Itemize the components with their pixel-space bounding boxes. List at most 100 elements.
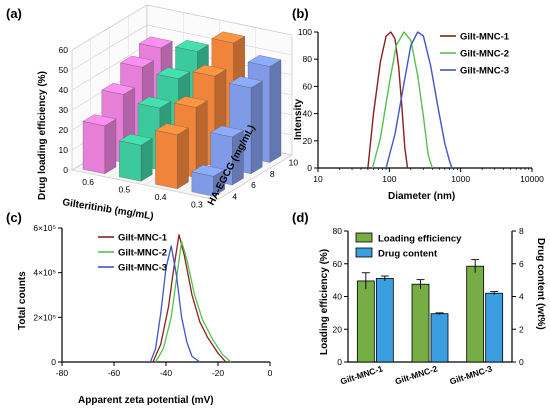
z-tick-label: 20 bbox=[59, 125, 69, 135]
bar-top-face bbox=[247, 55, 282, 67]
y-tick-label: 60 bbox=[333, 259, 343, 269]
y-tick-label: 40 bbox=[303, 109, 313, 119]
x-tick-label: Gilt-MNC-2 bbox=[394, 363, 439, 386]
chart-b-ylabel: Intensity bbox=[293, 98, 304, 140]
bar-drug-content bbox=[485, 292, 504, 363]
series-line bbox=[371, 31, 433, 169]
x-tick-label: -80 bbox=[56, 368, 69, 378]
bar-top-face bbox=[175, 40, 209, 52]
legend-label: Loading efficiency bbox=[378, 234, 462, 245]
chart-a-xlabel: Gilteritinib (mg/mL) bbox=[62, 197, 155, 222]
y-tick-label: 80 bbox=[333, 226, 343, 236]
bar-top-face bbox=[173, 96, 208, 108]
chart-c-legend: Gilt-MNC-1 Gilt-MNC-2 Gilt-MNC-3 bbox=[98, 233, 168, 274]
chart-b-xlabel: Diameter (nm) bbox=[388, 191, 455, 202]
legend-label: Gilt-MNC-1 bbox=[460, 32, 510, 43]
x-tick-label: 1000 bbox=[451, 174, 470, 184]
chart-c: -80 -60 -40 -20 0 0 2×10⁵ 4×10⁵ 6×10⁵ Gilt-MNC-1… bbox=[17, 223, 273, 406]
y-tick-label: 4×10⁵ bbox=[33, 268, 56, 278]
chart-d-y2label: Drug content (wt%) bbox=[535, 238, 546, 330]
x-tick-label: 0.5 bbox=[118, 184, 130, 194]
series-line bbox=[385, 31, 453, 169]
chart-d-legend: Loading efficiency Drug content bbox=[355, 232, 462, 260]
y-tick-label: 60 bbox=[303, 81, 313, 91]
chart-c-xlabel: Apparent zeta potential (mV) bbox=[78, 395, 214, 406]
legend-label: Gilt-MNC-1 bbox=[118, 233, 168, 244]
series-line bbox=[367, 31, 409, 169]
legend-label: Gilt-MNC-2 bbox=[460, 49, 509, 60]
bar-top-face bbox=[155, 123, 189, 135]
y-tick-label: 8 bbox=[270, 169, 275, 179]
z-tick-label: 60 bbox=[59, 45, 69, 55]
y-tick-label: 20 bbox=[333, 324, 343, 334]
bar-top-face bbox=[228, 76, 263, 88]
chart-a-ticks: 0 10 20 30 40 50 60 0.6 0.5 0.4 0.3 10 8 6 4 bbox=[59, 45, 299, 209]
chart-a-bars bbox=[82, 31, 282, 197]
bar-side-face bbox=[177, 127, 189, 190]
y2-tick-label: 2 bbox=[519, 324, 524, 334]
chart-c-lines bbox=[149, 234, 232, 363]
bar-side-face bbox=[269, 59, 282, 163]
series-line bbox=[155, 240, 232, 363]
bar-3d bbox=[118, 133, 153, 182]
x-tick-label: Gilt-MNC-1 bbox=[339, 363, 384, 386]
series-line bbox=[149, 245, 201, 363]
x-tick-label: 100 bbox=[382, 174, 396, 184]
bar-front-face bbox=[119, 140, 142, 182]
chart-d-bars bbox=[356, 259, 504, 363]
legend-swatch bbox=[355, 232, 373, 243]
bar-3d bbox=[191, 164, 226, 197]
x-tick-label: 0.6 bbox=[82, 177, 94, 187]
z-tick-label: 10 bbox=[59, 145, 69, 155]
bar-loading-efficiency bbox=[466, 265, 485, 363]
z-tick-label: 50 bbox=[59, 65, 69, 75]
chart-c-axes: -80 -60 -40 -20 0 0 2×10⁵ 4×10⁵ 6×10⁵ bbox=[33, 223, 272, 378]
z-tick-label: 0 bbox=[63, 165, 68, 175]
y-tick-label: 6 bbox=[251, 180, 256, 190]
chart-a: 0 10 20 30 40 50 60 0.6 0.5 0.4 0.3 10 8 6 4 Drug load… bbox=[37, 4, 299, 222]
bar-drug-content bbox=[430, 313, 449, 363]
legend-label: Gilt-MNC-2 bbox=[118, 248, 167, 259]
bar-loading-efficiency bbox=[356, 280, 375, 363]
bar-top-face bbox=[101, 83, 136, 95]
x-tick-label: -40 bbox=[160, 368, 173, 378]
x-tick-label: 0 bbox=[268, 368, 273, 378]
y-tick-label: 0 bbox=[51, 357, 56, 367]
y2-tick-label: 6 bbox=[519, 259, 524, 269]
bar-side-face bbox=[104, 118, 117, 175]
y-tick-label: 80 bbox=[303, 54, 313, 64]
y-tick-label: 2×10⁵ bbox=[33, 312, 56, 322]
x-tick-label: -60 bbox=[108, 368, 121, 378]
chart-a-zlabel: Drug loading efficiency (%) bbox=[37, 71, 48, 200]
chart-c-ylabel: Total counts bbox=[17, 271, 28, 330]
y2-tick-label: 4 bbox=[519, 292, 524, 302]
y-tick-label: 40 bbox=[333, 292, 343, 302]
x-tick-label: Gilt-MNC-3 bbox=[448, 363, 493, 386]
bar-top-face bbox=[156, 67, 191, 79]
bar-front-face bbox=[82, 121, 105, 174]
gridline-z bbox=[71, 4, 293, 51]
legend-swatch bbox=[355, 247, 373, 258]
bar-3d bbox=[155, 123, 189, 190]
bar-3d bbox=[82, 114, 117, 175]
panel-label-d: (d) bbox=[292, 210, 309, 225]
bar-top-face bbox=[82, 114, 117, 126]
bar-loading-efficiency bbox=[411, 283, 430, 363]
bar-top-face bbox=[192, 64, 227, 77]
x-tick-label: 0.3 bbox=[191, 199, 203, 209]
bar-top-face bbox=[118, 133, 153, 146]
x-tick-label: -20 bbox=[212, 368, 225, 378]
panel-label-b: (b) bbox=[292, 6, 309, 21]
bar-drug-content bbox=[375, 278, 394, 363]
legend-label: Gilt-MNC-3 bbox=[460, 66, 509, 77]
chart-b-legend: Gilt-MNC-1 Gilt-MNC-2 Gilt-MNC-3 bbox=[440, 32, 510, 77]
bar-top-face bbox=[138, 36, 173, 49]
z-tick-label: 40 bbox=[59, 85, 69, 95]
bar-top-face bbox=[191, 164, 226, 177]
panel-label-a: (a) bbox=[6, 6, 22, 21]
y-tick-label: 100 bbox=[298, 27, 312, 37]
y-tick-label: 0 bbox=[337, 357, 342, 367]
chart-b-axes: 10 100 1000 10000 0 20 40 60 80 100 bbox=[298, 27, 544, 184]
x-tick-label: 10000 bbox=[520, 174, 544, 184]
